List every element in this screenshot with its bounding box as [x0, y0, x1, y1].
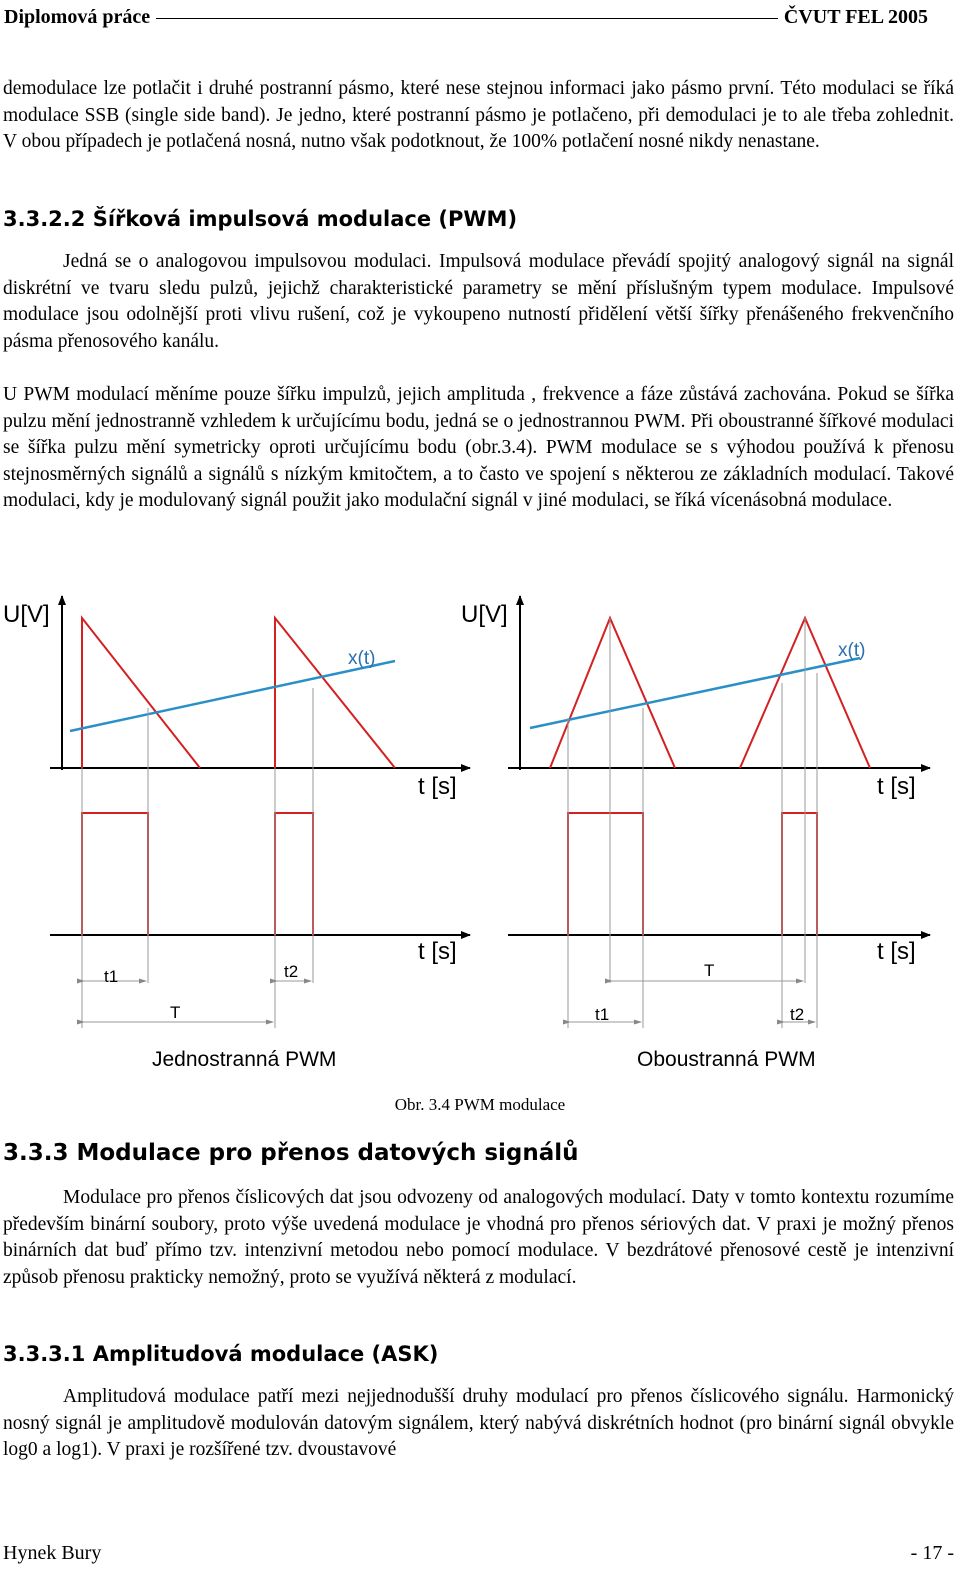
figure-caption: Obr. 3.4 PWM modulace [394, 1095, 566, 1114]
heading-ask: 3.3.3.1 Amplitudová modulace (ASK) [3, 1342, 439, 1366]
right-t2-label: t2 [790, 1005, 804, 1024]
paragraph-pwm-detail: U PWM modulací měníme pouze šířku impulz… [3, 384, 954, 511]
heading-pwm: 3.3.2.2 Šířková impulsová modulace (PWM) [3, 207, 518, 231]
right-period-label: T [704, 961, 714, 980]
header-left: Diplomová práce [4, 4, 157, 30]
right-top-t-label: t [s] [877, 773, 916, 800]
page-footer: Hynek Bury - 17 - [3, 1542, 954, 1565]
left-signal-line [69, 659, 396, 733]
left-sawtooth-1 [81, 615, 201, 769]
left-top-t-label: t [s] [418, 773, 457, 800]
right-y-label: U[V] [461, 601, 508, 628]
right-title: Oboustranná PWM [637, 1048, 816, 1071]
right-pulse-2 [781, 812, 818, 935]
left-t1-label: t1 [104, 967, 118, 986]
paragraph-pwm-intro: Jedná se o analogovou impulsovou modulac… [3, 251, 954, 352]
header-right: ČVUT FEL 2005 [777, 4, 928, 30]
left-bottom-t-label: t [s] [418, 938, 457, 965]
right-pulse-1 [567, 812, 644, 935]
left-period-label: T [170, 1003, 180, 1022]
pwm-figure: U[V] x(t) t [s] t [s] t1 t2 T Jednostran… [3, 595, 931, 1071]
paragraph-ssb: demodulace lze potlačit i druhé postrann… [3, 78, 954, 152]
paragraph-data-modulation: Modulace pro přenos číslicových dat jsou… [3, 1187, 954, 1288]
left-sawtooth-2 [274, 615, 396, 769]
left-title: Jednostranná PWM [152, 1048, 336, 1071]
left-signal-label: x(t) [348, 648, 375, 669]
right-panel: U[V] x(t) t [s] t [s] T t1 t2 Oboustrann… [461, 595, 931, 1071]
left-y-label: U[V] [3, 601, 50, 628]
left-panel: U[V] x(t) t [s] t [s] t1 t2 T Jednostran… [3, 595, 471, 1071]
right-guides [563, 618, 818, 1028]
page-header: Diplomová práce ČVUT FEL 2005 [4, 4, 928, 30]
header-rule [4, 18, 928, 19]
left-pulse-1 [81, 812, 149, 935]
right-triangle-1 [549, 615, 676, 769]
footer-page-number: - 17 - [910, 1542, 954, 1564]
heading-data-modulation: 3.3.3 Modulace pro přenos datových signá… [3, 1140, 579, 1166]
left-guides [77, 688, 314, 1028]
footer-author: Hynek Bury [3, 1542, 102, 1564]
right-bottom-t-label: t [s] [877, 938, 916, 965]
paragraph-ask: Amplitudová modulace patří mezi nejjedno… [3, 1386, 954, 1460]
left-pulse-2 [274, 812, 314, 935]
right-signal-label: x(t) [838, 640, 865, 661]
right-t1-label: t1 [595, 1005, 609, 1024]
left-t2-label: t2 [284, 962, 298, 981]
